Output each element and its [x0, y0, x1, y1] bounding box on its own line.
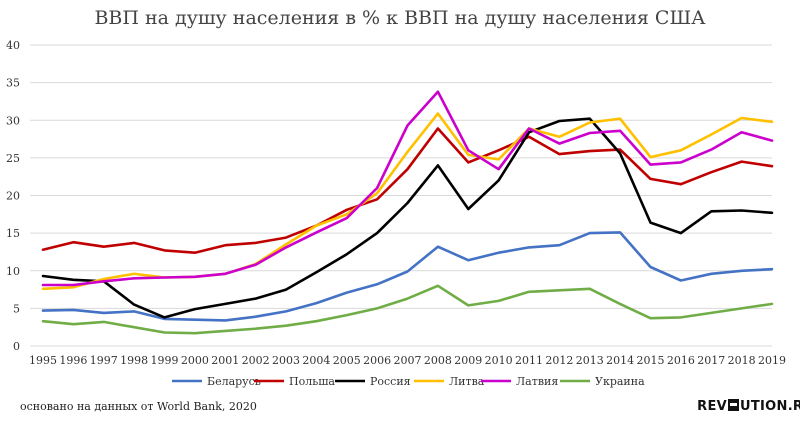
x-tick-label: 2001 [211, 354, 239, 367]
y-tick-label: 5 [13, 302, 20, 315]
legend: Беларусь Польша Россия Литва Латвия Украина [172, 375, 645, 388]
x-tick-label: 1997 [90, 354, 118, 367]
x-tick-label: 2006 [363, 354, 391, 367]
x-tick-label: 2008 [424, 354, 452, 367]
source-note: основано на данных от World Bank, 2020 [20, 400, 257, 413]
series-line-3 [41, 117, 774, 319]
legend-label: Россия [370, 375, 411, 388]
brand-block-slit [730, 403, 737, 406]
x-tick-label: 2011 [515, 354, 543, 367]
x-tick-label: 2019 [758, 354, 786, 367]
x-tick-label: 1995 [29, 354, 57, 367]
x-tick-label: 2017 [697, 354, 725, 367]
x-tick-label: 2013 [576, 354, 604, 367]
x-tick-label: 2012 [545, 354, 573, 367]
x-tick-label: 2018 [728, 354, 756, 367]
x-tick-label: 2009 [454, 354, 482, 367]
x-tick-label: 2003 [272, 354, 300, 367]
y-tick-label: 25 [6, 152, 20, 165]
chart-title: ВВП на душу населения в % к ВВП на душу … [94, 7, 706, 29]
legend-label: Украина [595, 375, 645, 388]
legend-label: Польша [289, 375, 335, 388]
brand-left: REV [697, 399, 727, 414]
x-tick-label: 2015 [637, 354, 665, 367]
gridlines [30, 44, 772, 347]
y-tick-label: 20 [6, 190, 20, 203]
y-tick-label: 15 [6, 227, 20, 240]
x-tick-label: 1996 [59, 354, 87, 367]
series-line-2 [41, 127, 774, 254]
x-tick-label: 2005 [333, 354, 361, 367]
x-tick-label: 2002 [242, 354, 270, 367]
y-tick-label: 40 [6, 39, 20, 52]
brand-right: UTION.RED [740, 399, 800, 414]
brand-logo: REV UTION.RED [697, 399, 800, 414]
y-tick-label: 35 [6, 77, 20, 90]
x-tick-label: 2014 [606, 354, 634, 367]
x-tick-label: 2000 [181, 354, 209, 367]
series-line-5 [41, 90, 774, 287]
x-tick-label: 2010 [485, 354, 513, 367]
series-line-6 [41, 284, 774, 335]
y-tick-label: 0 [13, 340, 20, 353]
legend-label: Латвия [516, 375, 558, 388]
series-line-1 [41, 231, 774, 322]
y-axis-ticks: 0 5 10 15 20 25 30 35 40 [6, 39, 20, 353]
x-tick-label: 2007 [394, 354, 422, 367]
y-tick-label: 30 [6, 114, 20, 127]
x-axis-ticks: 1995 1996 1997 1998 1999 2000 2001 2002 2003 2004… [29, 354, 786, 367]
legend-label: Литва [449, 375, 485, 388]
x-tick-label: 1999 [151, 354, 179, 367]
x-tick-label: 2004 [302, 354, 330, 367]
x-tick-label: 1998 [120, 354, 148, 367]
y-tick-label: 10 [6, 265, 20, 278]
series-lines [41, 90, 774, 335]
x-tick-label: 2016 [667, 354, 695, 367]
legend-label: Беларусь [207, 375, 261, 388]
